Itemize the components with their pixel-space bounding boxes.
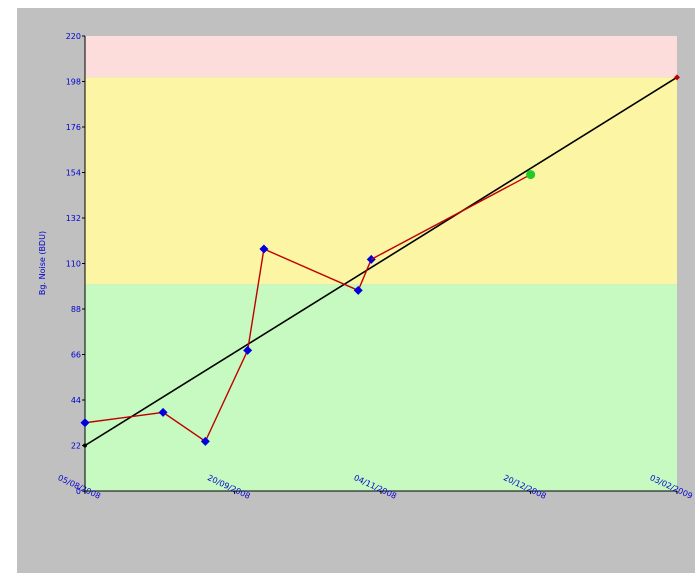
- y-tick-label-0: 0: [76, 487, 81, 496]
- y-tick-label-2: 44: [71, 396, 81, 405]
- y-axis-label: Bg. Noise (BDU): [38, 231, 47, 295]
- y-tick-label-7: 154: [66, 169, 81, 178]
- band-1: [85, 77, 677, 285]
- data-point-5: [353, 285, 363, 295]
- trend-endpoint-0: [674, 74, 680, 81]
- trend-start-point: [83, 443, 87, 448]
- y-tick-label-6: 132: [66, 214, 81, 223]
- threshold-bands: [85, 36, 677, 491]
- data-point-0: [80, 418, 90, 428]
- data-point-3: [243, 345, 253, 355]
- y-tick-label-8: 176: [66, 123, 81, 132]
- y-tick-label-1: 22: [71, 442, 81, 451]
- band-2: [85, 36, 677, 78]
- data-series: [80, 74, 680, 448]
- data-point-2: [200, 436, 210, 446]
- data-point-1: [158, 407, 168, 417]
- y-tick-label-5: 110: [66, 260, 81, 269]
- y-tick-label-4: 88: [71, 305, 81, 314]
- prediction-point-0: [526, 170, 536, 180]
- y-tick-label-9: 198: [66, 78, 81, 87]
- y-tick-label-3: 66: [71, 351, 81, 360]
- data-point-4: [259, 244, 269, 254]
- y-tick-label-10: 220: [66, 32, 81, 41]
- prediction-line: [370, 173, 531, 260]
- band-0: [85, 284, 677, 491]
- trend-line: [84, 76, 678, 447]
